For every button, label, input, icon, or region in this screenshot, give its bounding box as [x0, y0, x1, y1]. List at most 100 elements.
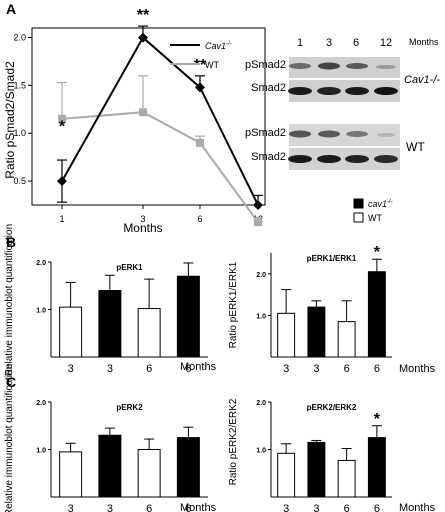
blot-row-label-smad2-cav: Smad2 [251, 82, 286, 94]
blot-band [288, 87, 312, 95]
blot-band [317, 155, 341, 163]
data-point-wt [139, 108, 147, 117]
x-axis-label-c2: Months [399, 502, 436, 512]
y-axis-label-a: Ratio pSmad2/Smad2 [3, 61, 17, 179]
legend-label-wt-bc: WT [368, 213, 382, 223]
blot-band [318, 130, 340, 138]
legend-swatch-wt [353, 212, 364, 223]
blot-band [345, 155, 369, 163]
line-chart-psmad2: 0.51.01.52.013612***** [13, 7, 266, 227]
y-tick-label: 2.0 [36, 400, 46, 407]
y-axis-label-c1: Relative immunoblot quantification [4, 364, 15, 512]
bar [277, 312, 296, 358]
panel-label-c: C [6, 374, 16, 390]
bar [98, 434, 122, 498]
bar [59, 306, 83, 358]
bar [307, 306, 326, 358]
blot-band [346, 63, 368, 69]
blot-band [318, 62, 340, 70]
x-axis-label-c1: Months [180, 502, 217, 512]
bar [176, 275, 200, 358]
x-tick-label: 3 [313, 503, 319, 512]
blot-band [288, 155, 312, 163]
y-tick-label: 0.5 [13, 176, 26, 186]
bar [98, 290, 122, 358]
blot-row-label-smad2-wt: Smad2 [251, 151, 286, 163]
data-point-wt [58, 114, 66, 123]
bar [367, 271, 386, 358]
legend-label-wt: WT [205, 60, 219, 70]
blot-band [345, 87, 369, 95]
y-axis-label-b2: Ratio pERK1/ERK1 [228, 261, 239, 348]
blot-month-6: 6 [353, 37, 359, 49]
bar [137, 308, 161, 358]
data-point-cav [57, 176, 67, 187]
y-axis-label-b1: Relative immunoblot quantification [4, 224, 15, 376]
bar [176, 437, 200, 498]
x-tick-label: 3 [283, 363, 289, 375]
x-tick-label: 3 [107, 363, 113, 375]
y-tick-label: 2.0 [256, 400, 266, 407]
chart-title: pERK1/ERK1 [307, 254, 357, 263]
blot-band [374, 155, 398, 163]
x-axis-label-b1: Months [180, 361, 217, 373]
x-tick-label: 6 [146, 503, 152, 512]
x-tick-label: 3 [283, 503, 289, 512]
x-tick-label: 6 [374, 363, 380, 375]
blot-band [289, 130, 311, 138]
significance-marker: ** [137, 7, 150, 24]
bar [307, 441, 326, 498]
blot-strip-psmad2-cav [289, 57, 400, 78]
data-point-cav [253, 200, 263, 210]
y-tick-label: 1.0 [13, 128, 26, 138]
bar [337, 459, 356, 498]
data-point-wt [254, 218, 262, 227]
blot-band [376, 65, 396, 69]
significance-marker: * [374, 244, 381, 261]
blot-month-12: 12 [380, 37, 392, 49]
x-axis-label-b2: Months [399, 363, 436, 375]
blot-group-label-wt: WT [406, 140, 425, 154]
x-tick-label: 3 [107, 503, 113, 512]
panel-label-a: A [6, 1, 16, 17]
y-tick-label: 1.0 [256, 448, 266, 455]
significance-marker: * [59, 118, 66, 135]
x-tick-label: 3 [68, 503, 74, 512]
blot-months-label: Months [409, 37, 439, 47]
blot-band [317, 87, 341, 95]
y-axis-label-c2: Ratio pERK2/ERK2 [228, 398, 239, 485]
plot-frame [31, 27, 266, 206]
panel-label-b: B [6, 234, 16, 250]
blot-strip-smad2-cav [289, 80, 400, 102]
chart-title: pERK2 [116, 403, 143, 412]
x-tick-label: 6 [146, 363, 152, 375]
x-tick-label: 3 [313, 363, 319, 375]
blot-strip-smad2-wt [289, 148, 400, 170]
legend-swatch-cav [353, 198, 364, 209]
bar-chart-perk2-erk2: 1.0 2.0 pERK2/ERK2 3 3 6 6 * [256, 400, 392, 512]
legend-label-cav: Cav1-/- [205, 41, 232, 51]
series-line-wt [61, 111, 259, 223]
blot-row-label-psmad2-wt: pSmad2 [245, 127, 286, 139]
chart-title: pERK1 [116, 263, 143, 272]
x-tick-label: 3 [140, 214, 145, 224]
bar-chart-perk1-erk1: 1.0 2.0 pERK1/ERK1 3 3 6 6 * [256, 244, 392, 375]
blot-month-3: 3 [326, 37, 332, 49]
blot-band [346, 131, 368, 137]
bar-chart-perk2: 1.0 2.0 pERK2 3 3 6 6 [36, 400, 208, 512]
blot-row-label-psmad2-cav: pSmad2 [245, 59, 286, 71]
x-axis-label-a: Months [123, 221, 162, 235]
series-line-cav [61, 36, 259, 206]
y-tick-label: 2.0 [36, 260, 46, 267]
bar-chart-perk1: 1.0 2.0 pERK1 3 3 6 6 [36, 260, 208, 375]
blot-group-label-cav: Cav1-/- [404, 74, 440, 86]
legend-label-cav-bc: cav1-/- [368, 199, 393, 209]
bar [277, 452, 296, 498]
data-point-cav [195, 82, 205, 93]
data-point-wt [196, 138, 204, 147]
bar [137, 449, 161, 498]
x-tick-label: 6 [344, 503, 350, 512]
x-tick-label: 6 [185, 503, 191, 512]
legend-bc: cav1-/- WT [353, 198, 393, 223]
